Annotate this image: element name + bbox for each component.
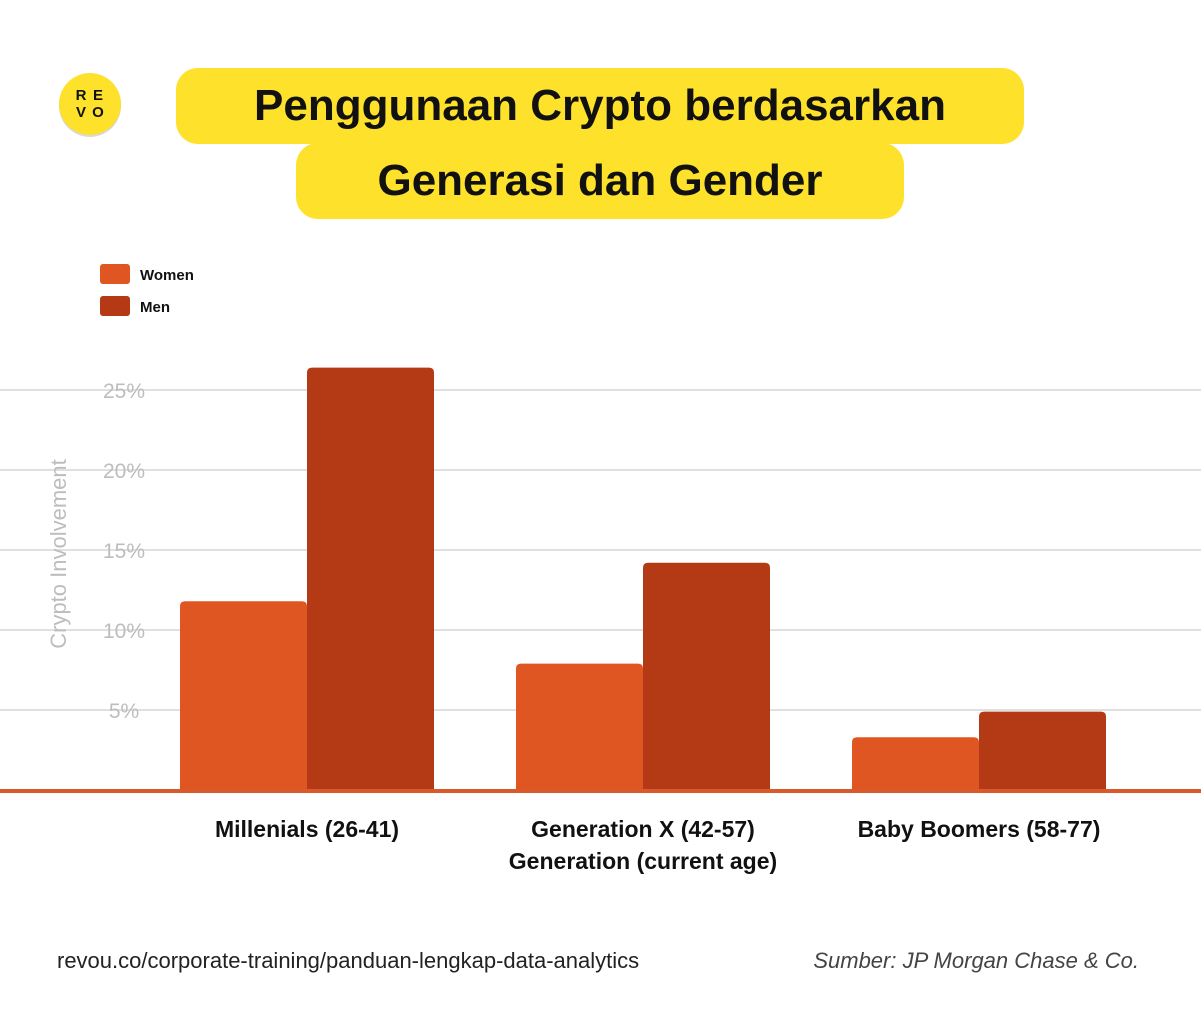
- bar-men-2: [979, 711, 1106, 790]
- logo-letter: E: [93, 87, 103, 104]
- bar-men-1: [643, 562, 770, 790]
- logo-letter: O: [92, 104, 104, 121]
- logo-circle: [59, 73, 121, 135]
- y-axis-label: Crypto Involvement: [46, 459, 71, 649]
- legend-swatch-women: [100, 264, 130, 284]
- bar-men-0: [307, 367, 434, 790]
- logo-letter: V: [76, 104, 86, 121]
- bar-women-1: [516, 663, 643, 790]
- bar-chart: Women Men 5% 10% 15% 20% 25% Crypto Involvement…: [0, 264, 1201, 874]
- legend-label-women: Women: [140, 267, 194, 284]
- bar-women-0: [180, 601, 307, 790]
- logo-letter: R: [76, 87, 87, 104]
- x-tick-label: Generation X (42-57): [531, 816, 755, 842]
- y-tick-label: 10%: [103, 620, 145, 643]
- legend-label-men: Men: [140, 299, 170, 316]
- legend-swatch-men: [100, 296, 130, 316]
- bar-women-2: [852, 737, 979, 790]
- y-tick-label: 5%: [109, 700, 139, 723]
- y-tick-label: 25%: [103, 380, 145, 403]
- y-tick-label: 15%: [103, 540, 145, 563]
- title-line-1: Penggunaan Crypto berdasarkan: [176, 68, 1024, 144]
- revou-logo: R E V O: [59, 73, 121, 137]
- title-line-2: Generasi dan Gender: [296, 143, 904, 219]
- x-tick-label: Millenials (26-41): [215, 816, 399, 842]
- x-tick-label: Baby Boomers (58-77): [858, 816, 1101, 842]
- footer-source: Sumber: JP Morgan Chase & Co.: [813, 948, 1139, 973]
- x-tick-label: Generation (current age): [509, 848, 777, 874]
- y-tick-label: 20%: [103, 460, 145, 483]
- footer-url: revou.co/corporate-training/panduan-leng…: [57, 948, 640, 973]
